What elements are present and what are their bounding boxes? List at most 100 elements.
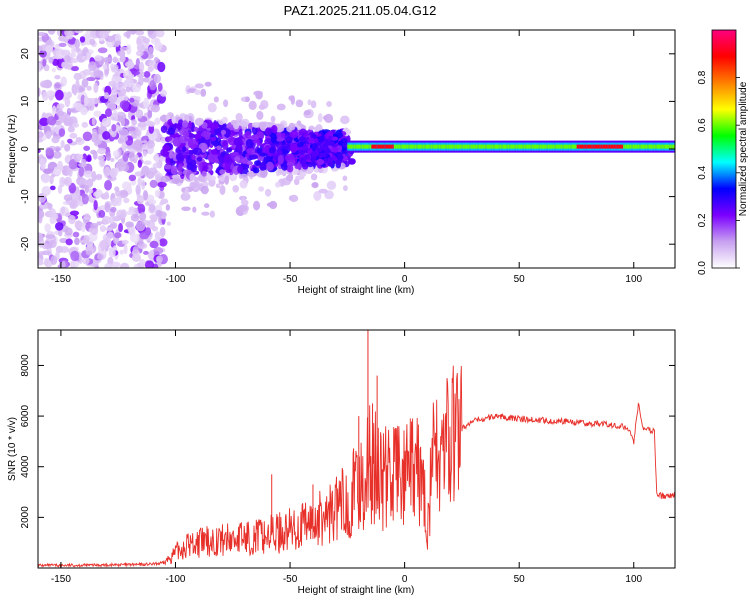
- ridge-core: [552, 144, 555, 149]
- heatmap-cell: [81, 121, 89, 128]
- heatmap-cell: [83, 170, 94, 178]
- heatmap-cell: [238, 121, 249, 127]
- heatmap-cell: [92, 150, 98, 160]
- ridge-core: [387, 144, 390, 149]
- ridge-core: [437, 144, 440, 149]
- heatmap-cell: [149, 179, 158, 188]
- heatmap-cell: [91, 116, 96, 126]
- heatmap-cell: [142, 190, 148, 201]
- ridge-core: [377, 144, 381, 149]
- heatmap-cell: [240, 158, 249, 164]
- ridge-core: [477, 144, 480, 149]
- ridge-core: [494, 144, 498, 149]
- heatmap-cell: [251, 126, 258, 135]
- heatmap-cell: [313, 138, 319, 143]
- spectrogram-y-label: Frequency (Hz): [7, 115, 18, 184]
- heatmap-cell: [119, 100, 130, 110]
- heatmap-cell: [192, 147, 203, 156]
- heatmap-cell: [244, 131, 252, 139]
- figure-title: PAZ1.2025.211.05.04.G12: [284, 3, 437, 18]
- heatmap-cell: [52, 58, 59, 67]
- heatmap-cell: [83, 145, 91, 151]
- ridge-core: [663, 144, 666, 149]
- heatmap-cell: [234, 156, 241, 162]
- heatmap-cell: [73, 87, 78, 96]
- heatmap-cell: [112, 56, 118, 63]
- ridge-core: [608, 144, 611, 149]
- heatmap-cell: [137, 159, 143, 168]
- ridge-core: [466, 144, 469, 149]
- heatmap-cell: [131, 83, 142, 93]
- heatmap-cell: [308, 125, 315, 131]
- heatmap-cell: [139, 258, 146, 267]
- heatmap-cell: [102, 63, 108, 70]
- ridge-core: [546, 144, 549, 149]
- heatmap-cell: [108, 216, 115, 224]
- heatmap-cell: [233, 137, 243, 147]
- ridge-core: [626, 144, 629, 149]
- heatmap-cell: [125, 30, 131, 39]
- heatmap-cell: [307, 149, 314, 154]
- heatmap-cell: [138, 75, 144, 86]
- heatmap-cell: [50, 255, 58, 266]
- ridge-core: [369, 144, 372, 149]
- heatmap-cell: [207, 102, 217, 113]
- heatmap-cell: [56, 103, 65, 109]
- heatmap-cell: [69, 210, 80, 216]
- ridge-core: [518, 144, 522, 149]
- heatmap-cell: [54, 89, 64, 101]
- heatmap-cell: [288, 172, 294, 182]
- heatmap-cell: [259, 152, 267, 157]
- heatmap-cell: [159, 226, 166, 238]
- heatmap-cell: [181, 120, 189, 128]
- ridge-core: [522, 144, 525, 149]
- y-tick-label: 20: [20, 48, 31, 60]
- heatmap-cell: [160, 175, 171, 183]
- heatmap-cell: [81, 55, 92, 61]
- heatmap-cell: [119, 262, 130, 268]
- ridge-core: [429, 144, 432, 149]
- ridge-core: [389, 144, 392, 149]
- heatmap-cell: [104, 166, 111, 177]
- ridge-core: [623, 144, 626, 149]
- ridge-core: [661, 144, 664, 149]
- ridge-core: [498, 144, 501, 149]
- heatmap-cell: [148, 203, 156, 213]
- ridge-core: [597, 144, 600, 149]
- ridge-core: [554, 144, 557, 149]
- heatmap-cell: [243, 199, 249, 206]
- heatmap-cell: [99, 239, 109, 250]
- ridge-core: [441, 144, 445, 149]
- heatmap-cell: [104, 108, 112, 118]
- x-tick-label: -100: [165, 574, 185, 585]
- heatmap-cell: [120, 209, 127, 219]
- x-tick-label: 0: [402, 574, 408, 585]
- heatmap-cell: [65, 238, 73, 246]
- heatmap-cell: [108, 247, 116, 258]
- heatmap-cell: [276, 103, 286, 111]
- ridge-core: [525, 144, 528, 149]
- heatmap-cell: [111, 66, 119, 73]
- ridge-core: [435, 144, 438, 149]
- heatmap-cell: [63, 194, 73, 202]
- heatmap-cell: [114, 186, 120, 192]
- heatmap-cell: [175, 152, 184, 162]
- ridge-core: [579, 144, 583, 149]
- ridge-core: [634, 144, 637, 149]
- heatmap-cell: [238, 128, 243, 139]
- heatmap-cell: [130, 213, 140, 222]
- y-tick-label: 10: [20, 95, 31, 107]
- heatmap-cell: [205, 172, 212, 181]
- heatmap-cell: [103, 92, 109, 100]
- heatmap-cell: [254, 160, 262, 167]
- heatmap-cell: [248, 154, 259, 160]
- ridge-core: [408, 144, 411, 149]
- heatmap-cell: [250, 134, 259, 141]
- heatmap-cell: [63, 55, 71, 63]
- heatmap-cell: [152, 162, 161, 169]
- colorbar-tick-label: 0.8: [697, 70, 708, 84]
- ridge-core: [443, 144, 446, 149]
- heatmap-cell: [105, 226, 113, 232]
- heatmap-cell: [289, 194, 299, 203]
